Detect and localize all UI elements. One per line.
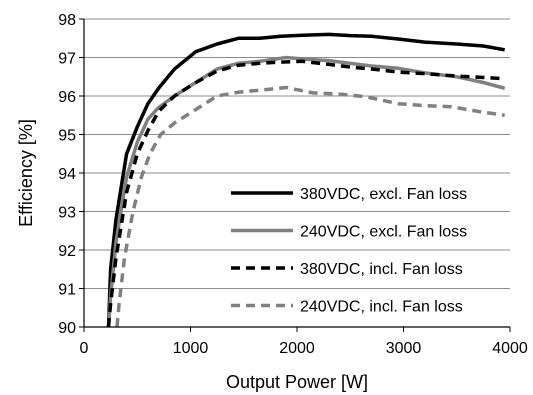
y-tick-label: 92 <box>58 243 76 260</box>
legend-label-3: 380VDC, incl. Fan loss <box>300 261 463 278</box>
y-tick-label: 98 <box>58 12 76 29</box>
y-tick-label: 91 <box>58 282 76 299</box>
x-tick-label: 1000 <box>173 340 209 357</box>
x-tick-label: 4000 <box>492 340 528 357</box>
y-axis-title: Efficiency [%] <box>16 119 36 227</box>
series-line-1 <box>106 32 506 327</box>
legend-label-4: 240VDC, incl. Fan loss <box>300 299 463 316</box>
x-tick-label: 0 <box>80 340 89 357</box>
legend-label-2: 240VDC, excl. Fan loss <box>300 224 467 241</box>
series-line-2 <box>106 55 506 327</box>
series-lines <box>106 32 506 327</box>
x-tick-label: 3000 <box>386 340 422 357</box>
series-line-3 <box>106 59 505 327</box>
legend: 380VDC, excl. Fan loss 240VDC, excl. Fan … <box>231 186 467 316</box>
series-line-4 <box>115 85 505 327</box>
y-tick-label: 93 <box>58 205 76 222</box>
x-axis-title: Output Power [W] <box>226 372 368 392</box>
axes: 90 91 92 93 94 95 96 97 98 0 1000 2000 3000 4000 <box>58 12 528 357</box>
y-tick-label: 95 <box>58 128 76 145</box>
y-tick-label: 90 <box>58 320 76 337</box>
y-tick-label: 94 <box>58 166 76 183</box>
legend-label-1: 380VDC, excl. Fan loss <box>300 186 467 203</box>
y-tick-label: 96 <box>58 89 76 106</box>
y-tick-label: 97 <box>58 51 76 68</box>
x-tick-label: 2000 <box>279 340 315 357</box>
